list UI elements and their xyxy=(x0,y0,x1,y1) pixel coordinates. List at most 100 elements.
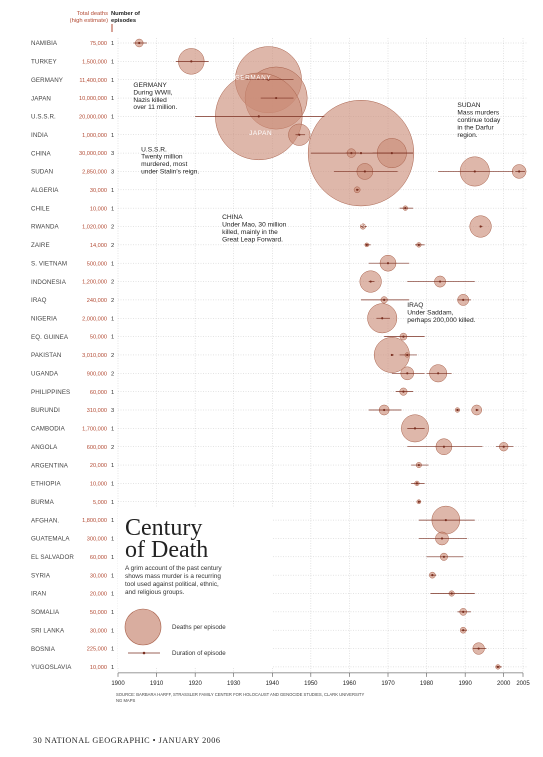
country-label: SRI LANKA xyxy=(31,627,65,634)
chart-subtitle-line: A grim account of the past century xyxy=(125,565,222,572)
country-label: CHINA xyxy=(31,150,52,157)
annotation-text: continue today xyxy=(457,117,501,124)
bubble-name-label: GERMANY xyxy=(235,75,272,82)
duration-dot xyxy=(431,574,434,577)
duration-dot xyxy=(417,500,420,503)
country-label: NAMIBIA xyxy=(31,40,58,47)
legend-duration-dot xyxy=(142,651,146,655)
episodes-label: 1 xyxy=(111,537,114,543)
x-tick-label: 1940 xyxy=(266,681,280,687)
country-label: NIGERIA xyxy=(31,315,58,322)
deaths-label: 5,000 xyxy=(93,500,107,506)
duration-dot xyxy=(402,335,405,338)
annotation-text: over 11 million. xyxy=(133,104,177,111)
annotation-text: Under Mao, 30 million xyxy=(222,222,286,229)
chart-subtitle-line: tool used against political, ethnic, xyxy=(125,581,219,588)
episodes-label: 1 xyxy=(111,59,114,65)
country-label: IRAQ xyxy=(31,297,47,304)
episodes-label: 3 xyxy=(111,170,114,176)
country-label: ARGENTINA xyxy=(31,462,69,469)
episodes-label: 1 xyxy=(111,316,114,322)
deaths-label: 10,000,000 xyxy=(79,96,107,102)
episodes-label: 3 xyxy=(111,408,114,414)
x-tick-label: 2005 xyxy=(516,681,530,687)
annotation-text: Under Saddam, xyxy=(407,310,453,317)
duration-dot xyxy=(438,280,442,283)
deaths-header-line2: (high estimate) xyxy=(70,18,108,24)
duration-dot xyxy=(415,482,419,485)
x-tick-label: 1980 xyxy=(420,681,434,687)
chart-subtitle: A grim account of the past century shows … xyxy=(125,565,222,596)
country-label: BOSNIA xyxy=(31,646,56,653)
duration-dot xyxy=(298,133,301,136)
duration-dot xyxy=(402,390,405,393)
duration-dot xyxy=(406,372,409,375)
deaths-label: 2,000,000 xyxy=(82,316,107,322)
episodes-label: 1 xyxy=(111,610,114,616)
episodes-label: 1 xyxy=(111,555,114,561)
deaths-label: 500,000 xyxy=(87,261,107,267)
country-label: CHILE xyxy=(31,205,50,212)
x-tick-label: 1960 xyxy=(343,681,357,687)
episodes-label: 1 xyxy=(111,261,114,267)
episodes-label: 2 xyxy=(111,353,114,359)
x-tick-label: 1920 xyxy=(188,681,202,687)
duration-dot xyxy=(267,78,270,81)
country-label: IRAN xyxy=(31,591,46,598)
chart-subtitle-line: shows mass murder is a recurring xyxy=(125,573,221,580)
duration-dot xyxy=(359,152,363,155)
bubble-name-label: JAPAN xyxy=(249,130,272,137)
annotation-text: under Stalin's reign. xyxy=(141,168,199,175)
duration-dot xyxy=(518,170,521,173)
episodes-label: 1 xyxy=(111,206,114,212)
country-label: PHILIPPINES xyxy=(31,389,70,396)
duration-dot xyxy=(450,592,453,595)
duration-dot xyxy=(473,170,476,173)
duration-dot xyxy=(363,170,366,173)
episodes-label: 1 xyxy=(111,78,114,84)
duration-dot xyxy=(138,41,141,45)
page-footer: 30 NATIONAL GEOGRAPHIC • JANUARY 2006 xyxy=(33,736,220,745)
country-label: UGANDA xyxy=(31,371,59,378)
country-label: YUGOSLAVIA xyxy=(31,664,72,671)
country-label: GERMANY xyxy=(31,77,63,84)
deaths-label: 2,850,000 xyxy=(82,170,107,176)
country-label: ANGOLA xyxy=(31,444,58,451)
duration-dot xyxy=(369,280,372,283)
deaths-label: 240,000 xyxy=(87,298,107,304)
chart-title-line1: Century of Death xyxy=(125,515,208,563)
episodes-label: 2 xyxy=(111,280,114,286)
deaths-label: 50,000 xyxy=(90,610,107,616)
duration-dot xyxy=(356,188,359,191)
duration-dot xyxy=(365,243,368,246)
episodes-label: 2 xyxy=(111,371,114,377)
episodes-label: 1 xyxy=(111,96,114,102)
duration-dot xyxy=(390,353,393,357)
deaths-label: 60,000 xyxy=(90,555,107,561)
deaths-label: 75,000 xyxy=(90,41,107,47)
country-label: BURMA xyxy=(31,499,55,506)
episodes-label: 1 xyxy=(111,115,114,121)
episodes-label: 1 xyxy=(111,665,114,671)
annotation-text: Twenty million xyxy=(141,154,183,161)
annotation-text: in the Darfur xyxy=(457,124,494,131)
duration-dot xyxy=(502,445,505,448)
country-label: EL SALVADOR xyxy=(31,554,74,561)
bubble-label-layer: GERMANY JAPAN U.S.S.R. CHINA xyxy=(230,75,383,229)
bubble-name-label: U.S.S.R. xyxy=(230,166,260,173)
deaths-label: 10,000 xyxy=(90,482,107,488)
deaths-label: 900,000 xyxy=(87,371,107,377)
country-label: ETHIOPIA xyxy=(31,481,61,488)
duration-dot xyxy=(456,408,459,412)
episodes-label: 1 xyxy=(111,482,114,488)
country-label: BURUNDI xyxy=(31,407,60,414)
episodes-header-line1: Number of xyxy=(111,11,140,17)
duration-dot xyxy=(437,372,440,375)
deaths-label: 3,010,000 xyxy=(82,353,107,359)
country-label: AFGHAN. xyxy=(31,517,59,524)
duration-layer xyxy=(133,41,525,669)
deaths-label: 30,000,000 xyxy=(79,151,107,157)
episodes-label: 1 xyxy=(111,518,114,524)
